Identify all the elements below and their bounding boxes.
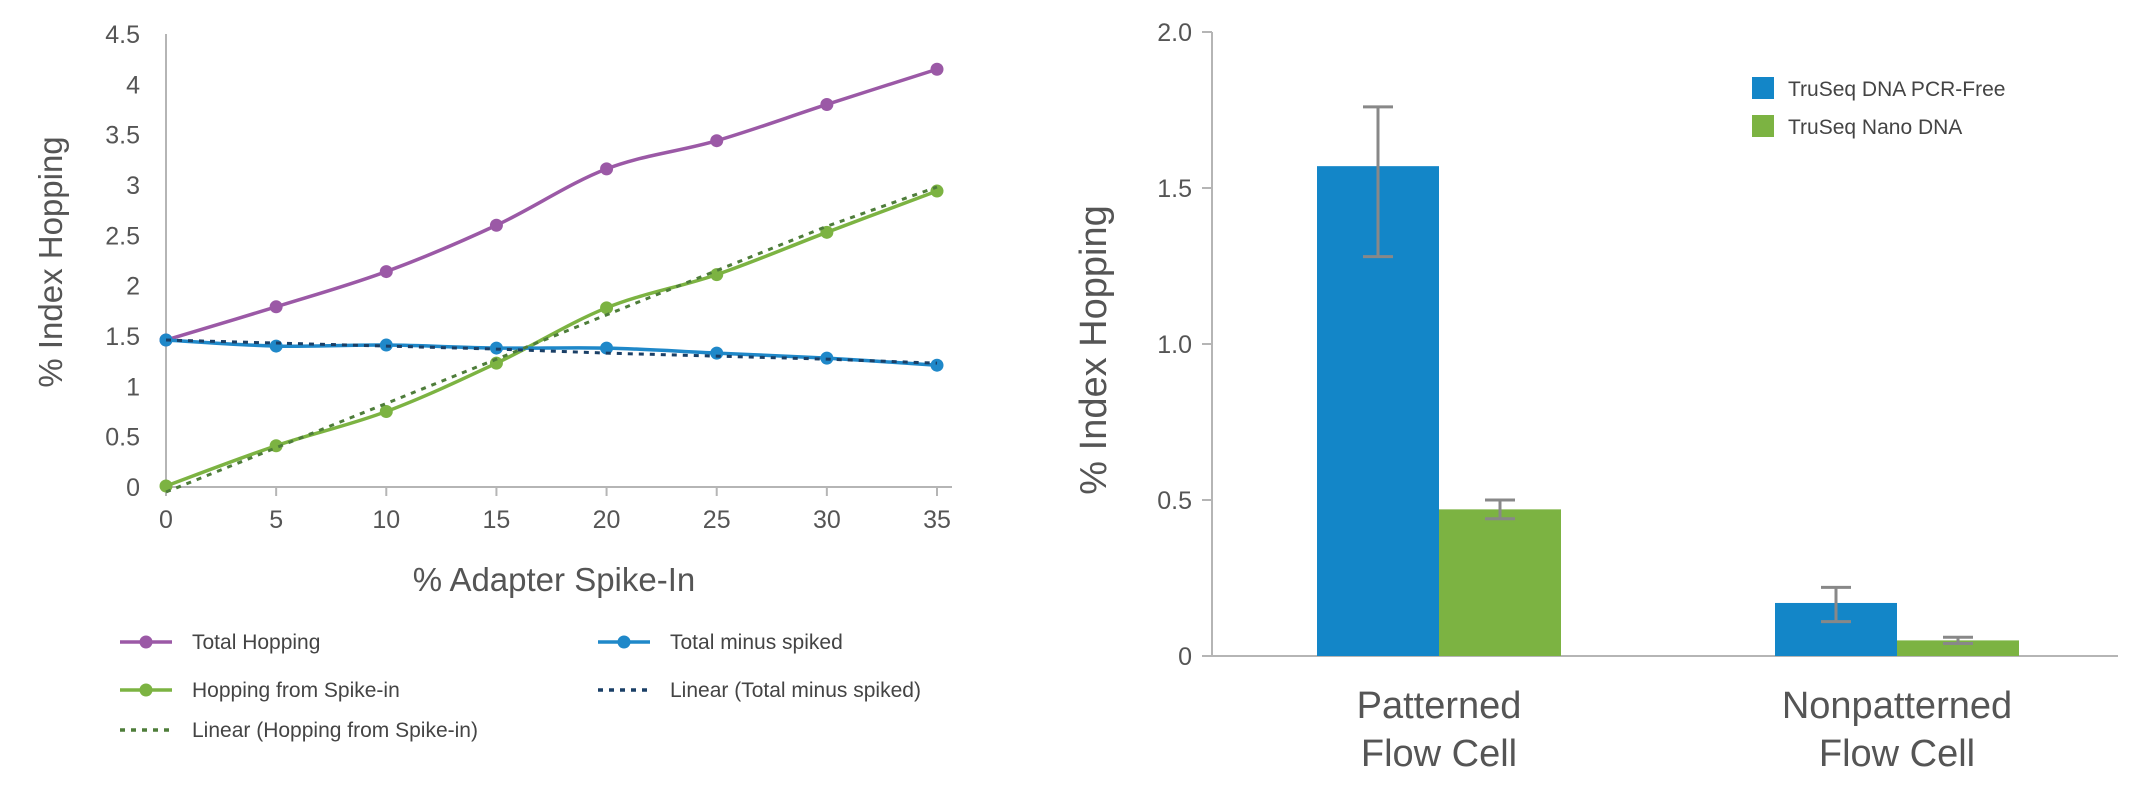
line-chart-y-ticks: 0 0.5 1 1.5 2 2.5 3 3.5 4 4.5 [105,21,140,502]
bar-chart-y-tick-label: 2.0 [1157,19,1192,47]
line-chart-y-tick-label: 4.5 [105,21,140,49]
bar-0-1 [1439,509,1561,656]
bar-category-label-1: Nonpatterned Flow Cell [1782,685,2012,775]
line-series-0 [165,67,938,342]
bar-category-label-line: Patterned [1357,685,1522,727]
line-chart: 0 0.5 1 1.5 2 2.5 3 3.5 4 4.5 0 5 10 15 20 25 30 35 % In… [32,21,952,742]
bar-legend-swatch-1 [1752,115,1774,137]
line-point-series-2 [930,184,944,198]
bar-chart-legend: TruSeq DNA PCR-Free TruSeq Nano DNA [1752,77,2005,139]
line-chart-y-tick-label: 3 [126,172,140,200]
line-point-series-0 [600,162,614,176]
line-point-series-0 [379,265,393,279]
line-chart-y-tick-label: 2.5 [105,222,140,250]
line-chart-x-tick-label: 30 [813,506,841,534]
bar-category-label-line: Flow Cell [1361,733,1517,775]
bar-category-label-0: Patterned Flow Cell [1357,685,1522,775]
legend-label-series-1: Total minus spiked [670,631,843,654]
legend-marker-series-0 [139,635,153,649]
bar-chart-y-tick-label: 1.5 [1157,175,1192,203]
line-point-series-2 [379,405,393,418]
line-chart-x-tick-label: 35 [923,506,951,534]
line-point-series-2 [269,439,283,453]
bar-chart: 00.51.01.52.0 Patterned Flow CellNonpatte… [1073,19,2118,775]
bar-chart-category-labels: Patterned Flow Cell Nonpatterned Flow Cell [1357,685,2013,775]
line-point-series-1 [600,341,614,355]
bar-chart-y-ticks: 0 0.5 1.0 1.5 2.0 [1157,19,1212,671]
legend-label-series-3: Linear (Total minus spiked) [670,679,921,702]
line-chart-x-tick-label: 20 [593,506,621,534]
bar-category-label-line: Flow Cell [1819,733,1975,775]
line-point-series-0 [820,97,834,111]
line-point-series-2 [600,301,614,315]
line-point-series-1 [710,346,724,360]
line-series-3 [165,338,938,365]
line-point-series-0 [489,218,503,232]
bar-category-label-line: Nonpatterned [1782,685,2012,727]
line-chart-y-tick-label: 0 [126,474,140,502]
line-chart-x-tick-label: 10 [372,506,400,534]
line-point-series-1 [269,339,283,353]
line-chart-x-tick-label: 0 [159,506,173,534]
line-point-series-2 [710,268,724,282]
line-chart-y-tick-label: 4 [126,71,140,99]
line-point-series-0 [710,134,724,148]
line-chart-series [159,62,944,494]
line-point-series-1 [930,358,944,372]
line-chart-y-tick-label: 3.5 [105,122,140,150]
line-chart-y-tick-label: 1.5 [105,323,140,351]
line-point-series-0 [930,62,944,76]
bar-chart-y-tick-label: 0.5 [1157,487,1192,515]
line-chart-x-tick-label: 25 [703,506,731,534]
bar-chart-y-tick-label: 1.0 [1157,331,1192,359]
line-chart-x-tick-label: 5 [269,506,283,534]
line-chart-x-axis-title: % Adapter Spike-In [413,561,696,598]
line-point-series-0 [269,300,283,314]
bar-chart-y-axis-title: % Index Hopping [1073,205,1115,494]
bar-chart-bars [1317,105,2019,656]
line-chart-x-ticks: 0 5 10 15 20 25 30 35 [159,487,951,534]
bar-1-1 [1897,640,2019,656]
line-chart-y-tick-label: 2 [126,273,140,301]
legend-label-series-0: Total Hopping [192,631,320,654]
line-chart-y-axis-title: % Index Hopping [32,136,69,387]
legend-marker-series-2 [139,683,153,697]
line-chart-y-tick-label: 0.5 [105,424,140,452]
legend-label-series-4: Linear (Hopping from Spike-in) [192,719,478,742]
line-chart-y-tick-label: 1 [126,373,140,401]
legend-label-series-2: Hopping from Spike-in [192,679,400,702]
bar-chart-y-tick-label: 0 [1178,643,1192,671]
line-chart-x-tick-label: 15 [483,506,511,534]
bar-legend-label-0: TruSeq DNA PCR-Free [1788,78,2005,101]
legend-marker-series-1 [617,635,631,649]
bar-legend-label-1: TruSeq Nano DNA [1788,116,1962,139]
line-chart-legend: Total Hopping Total minus spiked Hopping f… [120,631,921,742]
bar-legend-swatch-0 [1752,77,1774,99]
